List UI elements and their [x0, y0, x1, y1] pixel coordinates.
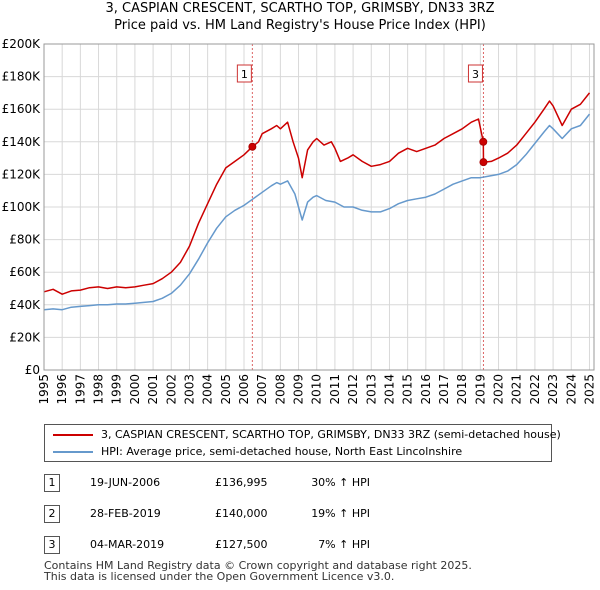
- price-chart: £0 £20K £40K £60K £80K £100K £120K £140K £160K £1…: [2, 37, 597, 405]
- x-tick-label: 2000: [128, 374, 142, 405]
- table-row: 3 04-MAR-2019 £127,500 7% ↑ HPI: [0, 535, 600, 555]
- plot-border: [43, 43, 595, 371]
- legend-label-property: 3, CASPIAN CRESCENT, SCARTHO TOP, GRIMSB…: [101, 428, 561, 441]
- x-tick-label: 2019: [473, 374, 487, 405]
- x-tick-label: 2021: [510, 374, 524, 405]
- y-tick-label: £60K: [9, 265, 41, 279]
- y-tick-label: £160K: [2, 102, 42, 116]
- x-tick-label: 2010: [310, 374, 324, 405]
- x-tick-label: 2001: [146, 374, 160, 405]
- y-tick-label: £200K: [2, 37, 42, 51]
- transaction-date: 28-FEB-2019: [90, 507, 161, 520]
- sale-point-2: [479, 137, 488, 146]
- x-tick-label: 2015: [401, 374, 415, 405]
- footer-line-1: Contains HM Land Registry data © Crown c…: [44, 559, 472, 572]
- legend-swatch-hpi: [53, 451, 93, 453]
- y-tick-label: £40K: [9, 298, 41, 312]
- x-tick-label: 1999: [110, 374, 124, 405]
- legend-label-hpi: HPI: Average price, semi-detached house,…: [101, 445, 463, 458]
- x-tick-label: 2005: [219, 374, 233, 405]
- x-tick-label: 1998: [92, 374, 106, 405]
- transaction-price: £140,000: [215, 507, 268, 520]
- transaction-date: 19-JUN-2006: [90, 476, 161, 489]
- sale-label-1: 1: [236, 64, 252, 83]
- y-tick-label: £80K: [9, 233, 41, 247]
- y-tick-label: £140K: [2, 135, 42, 149]
- x-tick-label: 1997: [73, 374, 87, 405]
- x-tick-label: 2009: [292, 374, 306, 405]
- chart-title: 3, CASPIAN CRESCENT, SCARTHO TOP, GRIMSB…: [0, 0, 600, 34]
- hpi-line: [43, 113, 591, 311]
- transaction-number: 1: [44, 474, 60, 492]
- x-tick-label: 1995: [37, 374, 51, 405]
- x-tick-label: 2013: [364, 374, 378, 405]
- series-lines: [43, 92, 591, 311]
- y-tick-label: £20K: [9, 330, 41, 344]
- x-tick-label: 2006: [237, 374, 251, 405]
- y-tick-label: £180K: [2, 70, 42, 84]
- title-line-1: 3, CASPIAN CRESCENT, SCARTHO TOP, GRIMSB…: [105, 1, 495, 16]
- sale-point-3: [479, 158, 488, 167]
- grid: [43, 43, 594, 371]
- x-tick-label: 2003: [182, 374, 196, 405]
- sale-label-box: [467, 64, 483, 83]
- x-tick-label: 2014: [382, 374, 396, 405]
- footer: Contains HM Land Registry data © Crown c…: [44, 560, 472, 582]
- x-tick-label: 2016: [419, 374, 433, 405]
- x-tick-label: 2023: [546, 374, 560, 405]
- table-row: 1 19-JUN-2006 £136,995 30% ↑ HPI: [0, 473, 600, 493]
- transaction-number: 2: [44, 505, 60, 523]
- transaction-hpi: 30% ↑ HPI: [311, 476, 370, 489]
- x-tick-label: 2007: [255, 374, 269, 405]
- transaction-price: £127,500: [215, 538, 268, 551]
- y-tick-label: £120K: [2, 167, 42, 181]
- transaction-number: 3: [44, 536, 60, 554]
- sale-label-3: 3: [467, 64, 483, 83]
- property-price-line: [43, 92, 591, 295]
- x-tick-label: 2011: [328, 374, 342, 405]
- x-tick-label: 2002: [164, 374, 178, 405]
- axes: £0 £20K £40K £60K £80K £100K £120K £140K £160K £1…: [2, 37, 597, 405]
- x-tick-label: 2012: [346, 374, 360, 405]
- sale-points: [248, 137, 488, 167]
- sale-label-text: 1: [241, 68, 248, 81]
- y-tick-label: £0: [25, 363, 40, 377]
- legend-swatch-property: [53, 434, 93, 436]
- transaction-hpi: 19% ↑ HPI: [311, 507, 370, 520]
- x-tick-label: 2018: [455, 374, 469, 405]
- x-tick-label: 1996: [55, 374, 69, 405]
- transaction-price: £136,995: [215, 476, 268, 489]
- y-tick-label: £100K: [2, 200, 42, 214]
- x-tick-label: 2022: [528, 374, 542, 405]
- transaction-hpi: 7% ↑ HPI: [318, 538, 370, 551]
- x-tick-label: 2017: [437, 374, 451, 405]
- x-tick-label: 2025: [582, 374, 596, 405]
- title-line-2: Price paid vs. HM Land Registry's House …: [114, 18, 486, 33]
- legend: 3, CASPIAN CRESCENT, SCARTHO TOP, GRIMSB…: [44, 424, 561, 462]
- transaction-date: 04-MAR-2019: [90, 538, 165, 551]
- x-tick-label: 2008: [273, 374, 287, 405]
- x-tick-label: 2004: [201, 374, 215, 405]
- x-tick-label: 2024: [564, 374, 578, 405]
- sale-point-1: [248, 142, 257, 151]
- sale-label-box: [236, 64, 252, 83]
- sale-label-text: 3: [472, 68, 479, 81]
- table-row: 2 28-FEB-2019 £140,000 19% ↑ HPI: [0, 504, 600, 524]
- footer-line-2: This data is licensed under the Open Gov…: [44, 570, 395, 583]
- x-tick-label: 2020: [492, 374, 506, 405]
